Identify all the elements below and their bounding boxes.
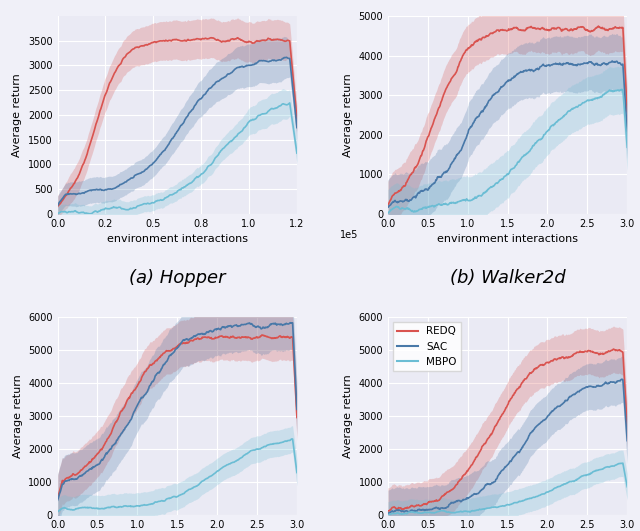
- Text: 1e5: 1e5: [639, 230, 640, 240]
- Y-axis label: Average return: Average return: [13, 374, 22, 458]
- Y-axis label: Average return: Average return: [343, 374, 353, 458]
- Legend: REDQ, SAC, MBPO: REDQ, SAC, MBPO: [393, 322, 461, 371]
- Text: (a) Hopper: (a) Hopper: [129, 269, 225, 287]
- Y-axis label: Average return: Average return: [12, 73, 22, 157]
- Y-axis label: Average return: Average return: [343, 73, 353, 157]
- Text: (b) Walker2d: (b) Walker2d: [450, 269, 565, 287]
- X-axis label: environment interactions: environment interactions: [107, 234, 248, 244]
- X-axis label: environment interactions: environment interactions: [437, 234, 578, 244]
- Text: 1e5: 1e5: [340, 230, 358, 240]
